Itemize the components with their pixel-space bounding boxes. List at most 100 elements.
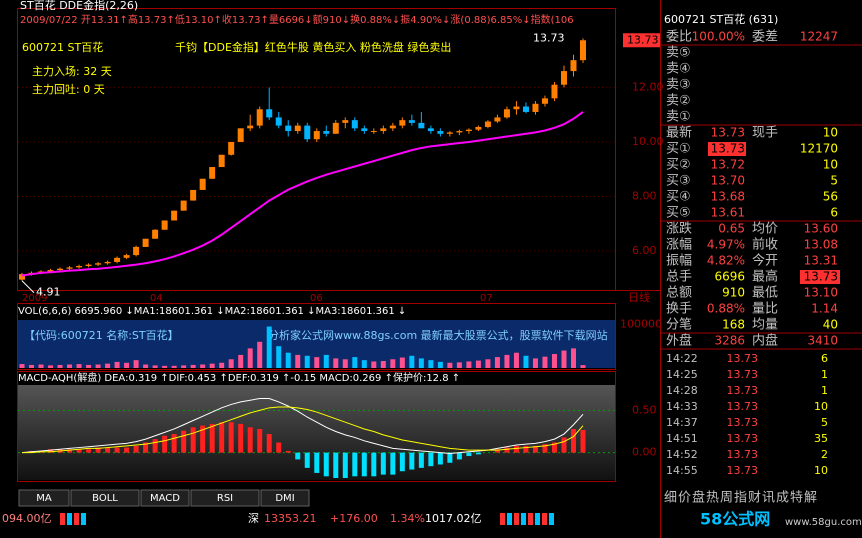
status-block	[67, 513, 72, 525]
candle-body	[494, 117, 501, 122]
macd-bar	[352, 452, 358, 477]
tick-price: 13.73	[727, 464, 759, 477]
volume-bar	[200, 364, 206, 368]
low-pointer	[21, 280, 35, 294]
tab-label: DMI	[275, 493, 294, 504]
quote-value: 168	[722, 318, 745, 332]
quote-volume: 6	[830, 206, 838, 220]
macd-bar	[504, 447, 510, 453]
tick-price: 13.73	[727, 352, 759, 365]
quote-label: 今开	[752, 253, 778, 269]
quote-label: 卖②	[666, 94, 691, 109]
candle-body	[57, 268, 64, 271]
macd-bar	[257, 428, 263, 453]
volume-bar	[276, 346, 282, 368]
macd-bar	[447, 452, 453, 463]
macd-bar	[76, 449, 82, 453]
quote-label: 现手	[752, 126, 778, 141]
quote-label: 最高	[752, 269, 778, 285]
candle-body	[332, 122, 339, 134]
tab[interactable]	[70, 489, 140, 507]
volume-bar	[162, 365, 168, 368]
candle-body	[380, 128, 387, 132]
candle-body	[560, 71, 567, 85]
candle-body	[503, 109, 510, 118]
status-block	[514, 513, 519, 525]
candle-body	[570, 60, 577, 72]
candle-body	[218, 154, 225, 168]
status-block	[81, 513, 86, 525]
header-title: ST百花 DDE金指(2,26)	[20, 0, 138, 12]
tick-price: 13.73	[727, 400, 759, 413]
quote-label: 买②	[666, 158, 691, 173]
macd-bar	[200, 425, 206, 453]
tab[interactable]	[18, 489, 70, 507]
dea-line	[22, 406, 584, 454]
y-tick-label: 0.50	[632, 403, 657, 416]
quote-value: 13.61	[711, 206, 745, 220]
volume-bar	[447, 362, 453, 368]
quote-volume: 56	[823, 190, 838, 204]
y-tick-label: 6.00	[632, 244, 657, 257]
volume-bar	[361, 360, 367, 368]
macd-bar	[143, 442, 149, 453]
volume-bar	[57, 364, 63, 368]
tick-volume: 35	[814, 432, 828, 445]
tab[interactable]	[190, 489, 260, 507]
quote-label: 换手	[666, 302, 692, 317]
tick-time: 14:22	[666, 352, 698, 365]
tick-time: 14:28	[666, 384, 698, 397]
highlight	[708, 142, 746, 156]
header-info: 2009/07/22 开13.31↑高13.73↑低13.10↑收13.73↑量…	[20, 13, 574, 26]
volume-bar	[523, 355, 529, 368]
quote-label: 委差	[752, 30, 778, 45]
status-block	[535, 513, 540, 525]
macd-bar	[580, 429, 586, 453]
quote-label: 卖⑤	[666, 46, 691, 61]
quote-value: 3410	[807, 334, 838, 348]
volume-bar	[95, 364, 101, 368]
volume-bar	[124, 362, 130, 368]
macd-header: MACD-AQH(解盘) DEA:0.319 ↑DIF:0.453 ↑DEF:0…	[18, 371, 460, 384]
candle-body	[19, 274, 25, 280]
quote-value: 0.65	[718, 222, 745, 236]
volume-bar	[399, 357, 405, 368]
tick-volume: 6	[821, 352, 828, 365]
candle-body	[47, 270, 54, 272]
banner-site: 分析家公式网www.88gs.com 最新最大股票公式，股票软件下载网站	[268, 328, 608, 342]
candle-body	[551, 84, 558, 99]
quote-value: 13.31	[804, 254, 838, 268]
volume-bar	[418, 358, 424, 368]
tab[interactable]	[260, 489, 310, 507]
macd-bar	[276, 442, 282, 453]
tab[interactable]	[140, 489, 190, 507]
volume-bar	[371, 361, 377, 368]
quote-value: 100.00%	[692, 30, 745, 44]
volume-bar	[38, 364, 44, 368]
quote-label: 买⑤	[666, 206, 691, 221]
quote-label: 外盘	[666, 333, 692, 349]
candle-body	[95, 263, 102, 265]
status-block	[74, 513, 79, 525]
candle-body	[161, 220, 168, 230]
watermark-url: www.58gu.com	[785, 517, 862, 528]
tick-volume: 2	[821, 448, 828, 461]
candle-body	[456, 131, 463, 133]
quote-label: 均量	[752, 318, 778, 333]
volume-bar	[143, 364, 149, 368]
candle-body	[522, 106, 529, 112]
macd-bar	[114, 447, 120, 453]
candle-body	[580, 40, 586, 61]
quote-value: 0.88%	[707, 302, 745, 316]
quote-label: 涨幅	[666, 238, 692, 253]
volume-bar	[570, 348, 576, 368]
candle-body	[361, 128, 368, 132]
quote-value: 4.97%	[707, 238, 745, 252]
candle-body	[427, 128, 434, 132]
index-change: +176.00	[330, 512, 378, 525]
y-tick-label: 12.00	[632, 80, 664, 93]
macd-bar	[228, 422, 234, 453]
macd-bar	[466, 452, 472, 457]
candle-body	[142, 238, 149, 247]
quote-label: 前收	[752, 237, 778, 253]
